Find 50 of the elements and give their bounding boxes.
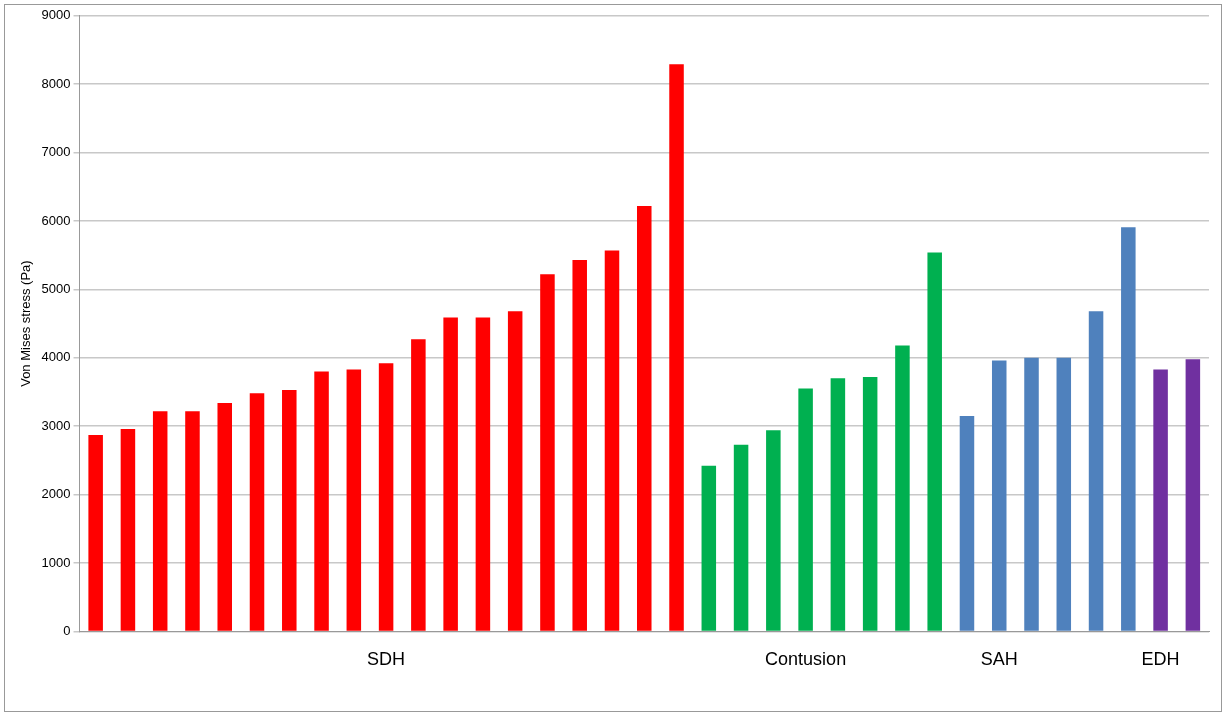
bar <box>1024 357 1039 631</box>
bar <box>1185 359 1201 631</box>
bar <box>507 311 523 631</box>
bar <box>217 402 232 631</box>
y-tick-label: 1000 <box>41 554 71 570</box>
bar <box>669 64 684 631</box>
bar <box>830 378 846 631</box>
bar <box>895 345 910 631</box>
bar <box>1088 311 1104 631</box>
bar <box>701 465 717 631</box>
y-tick-label: 3000 <box>41 417 71 433</box>
bar <box>991 360 1007 631</box>
bar <box>346 369 362 631</box>
bar <box>637 205 652 631</box>
bar <box>927 252 942 631</box>
bar <box>88 435 103 631</box>
bar <box>185 411 200 631</box>
x-tick-label: EDH <box>1141 649 1180 670</box>
x-tick-label: SAH <box>980 649 1018 670</box>
y-tick-label: 6000 <box>41 212 71 228</box>
y-tick-label: 2000 <box>41 486 71 502</box>
y-tick-label: 9000 <box>41 7 71 23</box>
bar <box>249 393 265 631</box>
bar <box>411 339 426 631</box>
bar <box>733 444 749 631</box>
bar <box>1153 369 1168 631</box>
bar <box>120 428 136 631</box>
bar <box>314 371 329 631</box>
bar <box>443 317 458 631</box>
y-tick-label: 4000 <box>41 349 71 365</box>
bar <box>604 250 620 631</box>
bar <box>282 389 297 631</box>
bar <box>1056 357 1072 631</box>
bar <box>959 415 975 631</box>
bar <box>572 259 587 631</box>
bar <box>540 274 555 631</box>
bar <box>798 388 813 631</box>
bar <box>378 363 394 631</box>
bar <box>1121 227 1136 631</box>
y-tick-label: 8000 <box>41 75 71 91</box>
y-tick-label: 5000 <box>41 280 71 296</box>
bar <box>862 376 878 631</box>
x-tick-label: Contusion <box>765 649 847 670</box>
y-tick-label: 7000 <box>41 144 71 160</box>
bar <box>766 430 781 631</box>
y-axis-title: Von Mises stress (Pa) <box>18 260 34 387</box>
y-tick-label: 0 <box>63 622 71 638</box>
bar <box>475 317 491 631</box>
x-tick-label: SDH <box>367 649 406 670</box>
bar <box>152 411 168 631</box>
